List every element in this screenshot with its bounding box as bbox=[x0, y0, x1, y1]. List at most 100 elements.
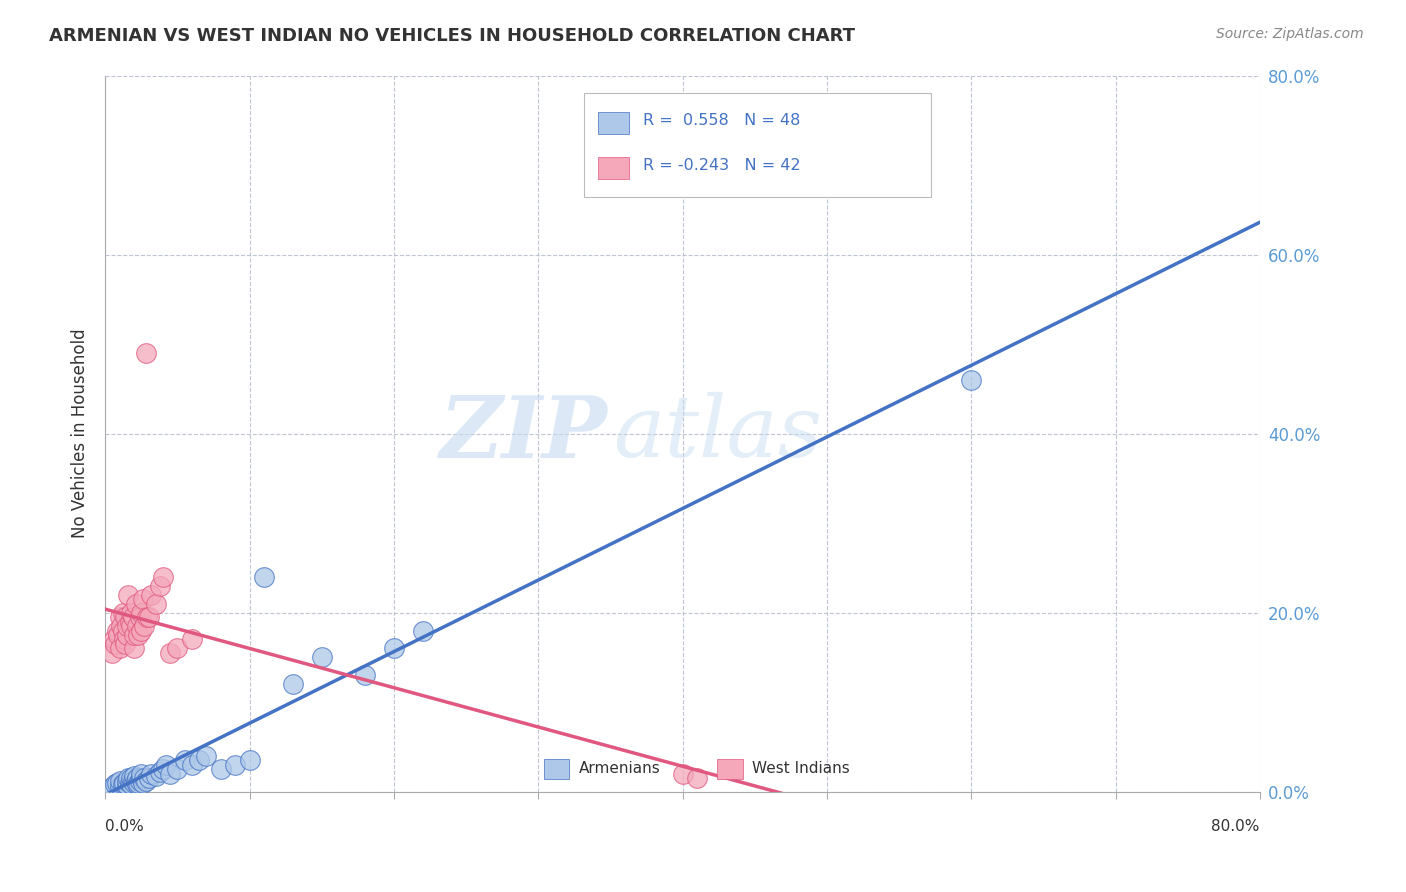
Point bbox=[180, 632, 202, 647]
Point bbox=[155, 757, 177, 772]
Y-axis label: No Vehicles in Household: No Vehicles in Household bbox=[72, 329, 89, 539]
Text: ARMENIAN VS WEST INDIAN NO VEHICLES IN HOUSEHOLD CORRELATION CHART: ARMENIAN VS WEST INDIAN NO VEHICLES IN H… bbox=[49, 27, 855, 45]
Point bbox=[128, 610, 150, 624]
Point bbox=[125, 771, 148, 785]
Text: atlas: atlas bbox=[613, 392, 823, 475]
Point bbox=[188, 753, 211, 767]
Point bbox=[145, 768, 167, 782]
Text: 0.0%: 0.0% bbox=[105, 819, 143, 834]
Point bbox=[107, 628, 129, 642]
Point bbox=[135, 346, 157, 360]
Point bbox=[159, 646, 181, 660]
Text: West Indians: West Indians bbox=[752, 761, 849, 776]
Point bbox=[118, 615, 141, 629]
Point bbox=[238, 753, 260, 767]
Point bbox=[138, 771, 160, 785]
Point bbox=[105, 775, 128, 789]
Point bbox=[104, 637, 127, 651]
Point bbox=[152, 762, 174, 776]
Point bbox=[125, 777, 148, 791]
Text: R =  0.558   N = 48: R = 0.558 N = 48 bbox=[643, 113, 800, 128]
Point bbox=[108, 610, 131, 624]
Point bbox=[112, 775, 135, 789]
Point bbox=[152, 570, 174, 584]
Point bbox=[115, 773, 138, 788]
Point bbox=[671, 766, 693, 780]
Point bbox=[253, 570, 276, 584]
Point bbox=[120, 606, 142, 620]
Point bbox=[141, 588, 163, 602]
Point bbox=[129, 606, 152, 620]
Point bbox=[120, 619, 142, 633]
Point bbox=[311, 650, 333, 665]
Point bbox=[686, 771, 709, 785]
Bar bbox=[598, 112, 628, 134]
Point bbox=[122, 775, 145, 789]
Point bbox=[132, 592, 155, 607]
Point bbox=[114, 610, 136, 624]
Point bbox=[108, 773, 131, 788]
Point bbox=[108, 641, 131, 656]
Point bbox=[180, 757, 202, 772]
Point bbox=[101, 780, 124, 794]
Point bbox=[128, 773, 150, 788]
Point bbox=[166, 762, 188, 776]
Point bbox=[108, 779, 131, 793]
Point bbox=[114, 637, 136, 651]
Point bbox=[101, 646, 124, 660]
Text: R = -0.243   N = 42: R = -0.243 N = 42 bbox=[643, 158, 800, 172]
Point bbox=[115, 778, 138, 792]
Point bbox=[118, 775, 141, 789]
Text: Source: ZipAtlas.com: Source: ZipAtlas.com bbox=[1216, 27, 1364, 41]
Point bbox=[195, 748, 218, 763]
FancyBboxPatch shape bbox=[585, 94, 931, 197]
Point bbox=[115, 628, 138, 642]
Point bbox=[224, 757, 246, 772]
Point bbox=[141, 766, 163, 780]
Point bbox=[122, 628, 145, 642]
Point bbox=[159, 766, 181, 780]
Point bbox=[136, 610, 159, 624]
Point bbox=[124, 773, 146, 788]
Point bbox=[112, 632, 135, 647]
Point bbox=[122, 641, 145, 656]
Point bbox=[129, 766, 152, 780]
Point bbox=[125, 619, 148, 633]
Point bbox=[960, 373, 983, 387]
Point bbox=[354, 668, 377, 682]
Point bbox=[132, 775, 155, 789]
Point bbox=[134, 771, 156, 785]
Point bbox=[120, 777, 142, 791]
Point bbox=[117, 588, 139, 602]
Point bbox=[166, 641, 188, 656]
Text: Armenians: Armenians bbox=[579, 761, 661, 776]
Point bbox=[124, 597, 146, 611]
Point bbox=[115, 619, 138, 633]
Bar bbox=[717, 759, 742, 779]
Bar bbox=[598, 157, 628, 178]
Text: 80.0%: 80.0% bbox=[1212, 819, 1260, 834]
Point bbox=[121, 610, 143, 624]
Point bbox=[209, 762, 232, 776]
Point bbox=[138, 610, 160, 624]
Point bbox=[149, 579, 172, 593]
Point bbox=[135, 773, 157, 788]
Point bbox=[120, 771, 142, 785]
Point bbox=[149, 764, 172, 779]
Point bbox=[129, 771, 152, 785]
Point bbox=[129, 624, 152, 638]
Point bbox=[127, 775, 149, 789]
Point bbox=[122, 768, 145, 782]
Point bbox=[111, 624, 134, 638]
Point bbox=[121, 773, 143, 788]
Point bbox=[111, 606, 134, 620]
Point bbox=[134, 619, 156, 633]
Point bbox=[103, 632, 125, 647]
Point bbox=[117, 771, 139, 785]
Point bbox=[412, 624, 434, 638]
Point bbox=[104, 777, 127, 791]
Point bbox=[105, 624, 128, 638]
Point bbox=[145, 597, 167, 611]
Point bbox=[281, 677, 304, 691]
Point bbox=[382, 641, 405, 656]
